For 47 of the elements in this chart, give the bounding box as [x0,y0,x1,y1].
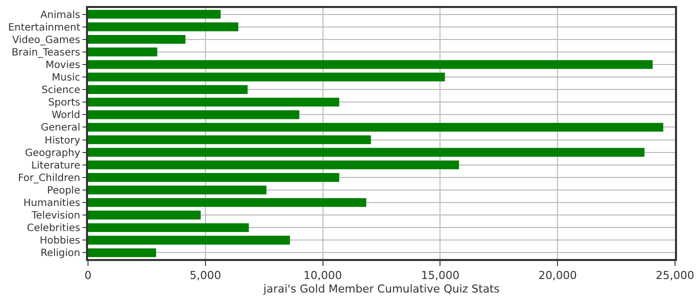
bar [88,48,158,56]
bar [88,85,248,94]
bar [88,210,201,220]
y-tick-label: Hobbies [40,236,80,247]
y-tick-label: Geography [25,148,80,159]
bar [88,135,371,144]
x-tick-label: 0 [84,268,92,282]
y-tick-label: Television [30,210,80,222]
x-tick-label: 25,000 [656,268,694,282]
bar [88,186,266,194]
y-tick-label: World [52,110,80,122]
bar [88,236,290,245]
y-tick-label: History [44,135,80,146]
bar [88,110,300,120]
y-tick-label: Entertainment [8,22,80,34]
y-tick-label: Music [52,72,80,84]
bar [88,248,156,258]
y-tick-label: Religion [40,248,80,260]
y-tick-label: General [40,122,80,134]
x-tick-label: 20,000 [538,268,577,282]
bar [88,223,249,232]
bar [88,122,664,132]
y-tick-label: Science [41,85,80,96]
bar [88,10,221,19]
bar [88,98,340,107]
y-tick-label: Sports [48,98,80,109]
bar [88,22,238,32]
x-tick-label: 15,000 [420,268,460,282]
x-tick-label: 10,000 [304,268,342,282]
y-tick-label: Humanities [23,198,80,210]
bar [88,34,186,44]
y-tick-label: Literature [31,160,80,172]
y-tick-label: Movies [45,60,80,71]
bar [88,173,340,182]
bar [88,148,644,157]
bar [88,160,459,170]
bar [88,60,653,69]
y-tick-label: Brain_Teasers [12,47,80,58]
y-tick-label: Celebrities [26,223,80,234]
y-tick-label: People [47,185,80,196]
bar [88,72,445,82]
x-tick-label: 5,000 [190,268,222,282]
y-tick-label: For_Children [18,172,80,184]
y-tick-label: Video_Games [12,34,80,46]
y-tick-label: Animals [40,10,80,21]
bar [88,198,366,207]
x-axis-title: jarai's Gold Member Cumulative Quiz Stats [262,282,500,296]
